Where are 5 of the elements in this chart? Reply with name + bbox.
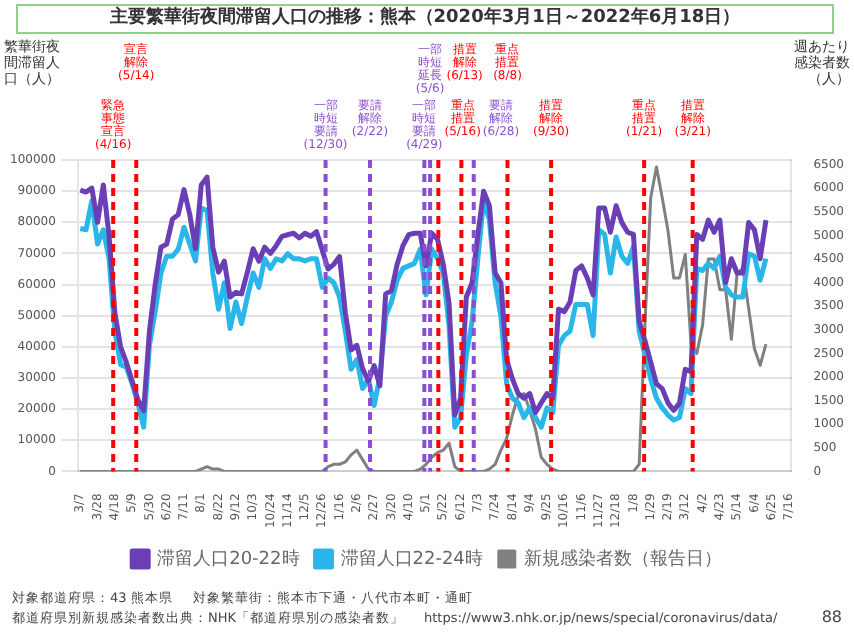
- chart-title: 主要繁華街夜間滞留人口の推移：熊本（2020年3月1日～2022年6月18日）: [16, 4, 834, 34]
- legend-label: 滞留人口20-22時: [157, 547, 300, 570]
- legend-label: 滞留人口22-24時: [340, 547, 483, 570]
- text: 88: [821, 608, 842, 626]
- legend-label: 新規感染者数（報告日）: [523, 547, 722, 570]
